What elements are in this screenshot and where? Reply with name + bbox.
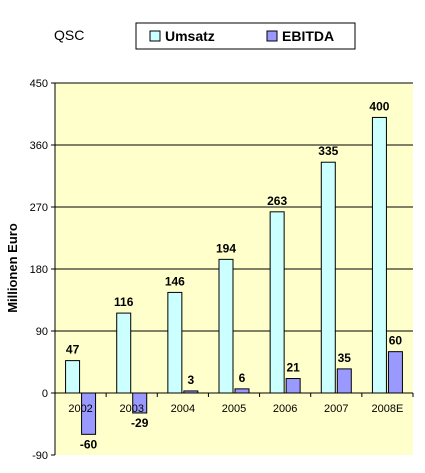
x-tick-label: 2008E — [372, 403, 404, 415]
data-label-ebitda: -29 — [131, 416, 149, 430]
x-axis-labels: 2002 2003 2004 2005 2006 2007 2008E — [68, 393, 414, 415]
bar-umsatz — [167, 291, 183, 394]
y-tick-label: 0 — [42, 388, 48, 400]
data-label-umsatz: 400 — [369, 99, 389, 113]
legend-swatch-ebitda — [266, 30, 278, 42]
data-label-umsatz: 146 — [165, 274, 185, 288]
data-label-ebitda: 21 — [286, 361, 300, 375]
x-tick-label: 2005 — [222, 403, 246, 415]
y-axis-label: Millionen Euro — [5, 223, 20, 313]
bars — [55, 116, 413, 435]
bar-ebitda — [285, 378, 301, 394]
bar-umsatz — [218, 258, 234, 394]
bar-umsatz — [371, 116, 387, 394]
bar-ebitda — [336, 368, 352, 394]
data-label-umsatz: 335 — [318, 144, 338, 158]
y-tick-label: 270 — [30, 202, 48, 214]
data-label-ebitda: 3 — [188, 373, 195, 387]
legend: Umsatz EBITDA — [135, 22, 356, 50]
data-label-umsatz: 263 — [267, 194, 287, 208]
legend-box — [135, 22, 356, 50]
chart-title: QSC — [54, 27, 84, 43]
bar-umsatz — [320, 161, 336, 394]
x-tick-label: 2006 — [273, 403, 297, 415]
y-tick-label: 360 — [30, 140, 48, 152]
legend-swatch-umsatz — [149, 30, 161, 42]
bar-umsatz — [116, 312, 132, 394]
bar-umsatz — [269, 211, 285, 394]
data-labels: 47 -60 116 -29 146 3 194 6 263 21 335 35 400 60 — [66, 99, 403, 451]
x-tick-label: 2007 — [324, 403, 348, 415]
data-label-ebitda: 35 — [338, 351, 352, 365]
legend-label-ebitda: EBITDA — [282, 28, 334, 44]
data-label-umsatz: 47 — [66, 343, 80, 357]
y-tick-label: 450 — [30, 78, 48, 90]
y-tick-label: -90 — [32, 450, 48, 462]
y-tick-label: 90 — [36, 326, 48, 338]
y-axis: -90 0 90 180 270 360 450 — [30, 78, 56, 462]
y-tick-label: 180 — [30, 264, 48, 276]
legend-label-umsatz: Umsatz — [165, 28, 215, 44]
data-label-ebitda: -60 — [80, 437, 98, 451]
x-tick-label: 2004 — [171, 403, 195, 415]
bar-umsatz — [65, 360, 81, 394]
gridlines — [55, 82, 413, 394]
x-tick-label: 2003 — [119, 403, 143, 415]
bar-ebitda — [234, 388, 250, 394]
data-label-ebitda: 6 — [239, 371, 246, 385]
data-label-umsatz: 194 — [216, 241, 236, 255]
bar-ebitda — [387, 351, 403, 394]
data-label-umsatz: 116 — [114, 295, 134, 309]
data-label-ebitda: 60 — [389, 334, 403, 348]
x-tick-label: 2002 — [68, 403, 92, 415]
